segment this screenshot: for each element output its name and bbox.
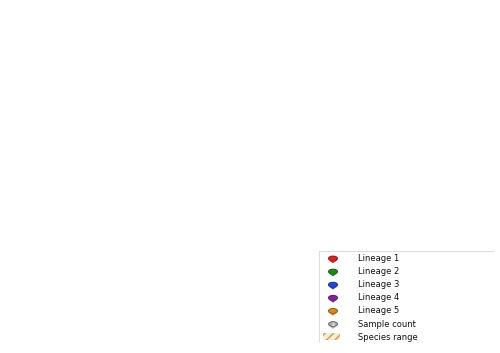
Bar — [322, 333, 340, 340]
Polygon shape — [330, 313, 336, 315]
Text: Lineage 3: Lineage 3 — [358, 280, 399, 289]
Text: 2: 2 — [332, 323, 334, 327]
Polygon shape — [330, 286, 336, 289]
Polygon shape — [328, 269, 338, 274]
Text: Lineage 4: Lineage 4 — [358, 293, 399, 302]
Bar — [322, 333, 340, 340]
Text: Lineage 5: Lineage 5 — [358, 306, 399, 316]
Polygon shape — [328, 295, 338, 300]
Polygon shape — [328, 256, 338, 261]
Text: Lineage 1: Lineage 1 — [358, 254, 399, 263]
Text: Lineage 2: Lineage 2 — [358, 267, 399, 276]
Polygon shape — [328, 322, 338, 326]
Text: Sample count: Sample count — [358, 319, 416, 329]
Polygon shape — [330, 326, 336, 328]
Polygon shape — [328, 309, 338, 313]
Polygon shape — [328, 282, 338, 287]
Polygon shape — [330, 260, 336, 262]
Polygon shape — [330, 300, 336, 302]
Text: Species range: Species range — [358, 333, 417, 342]
Polygon shape — [330, 273, 336, 276]
